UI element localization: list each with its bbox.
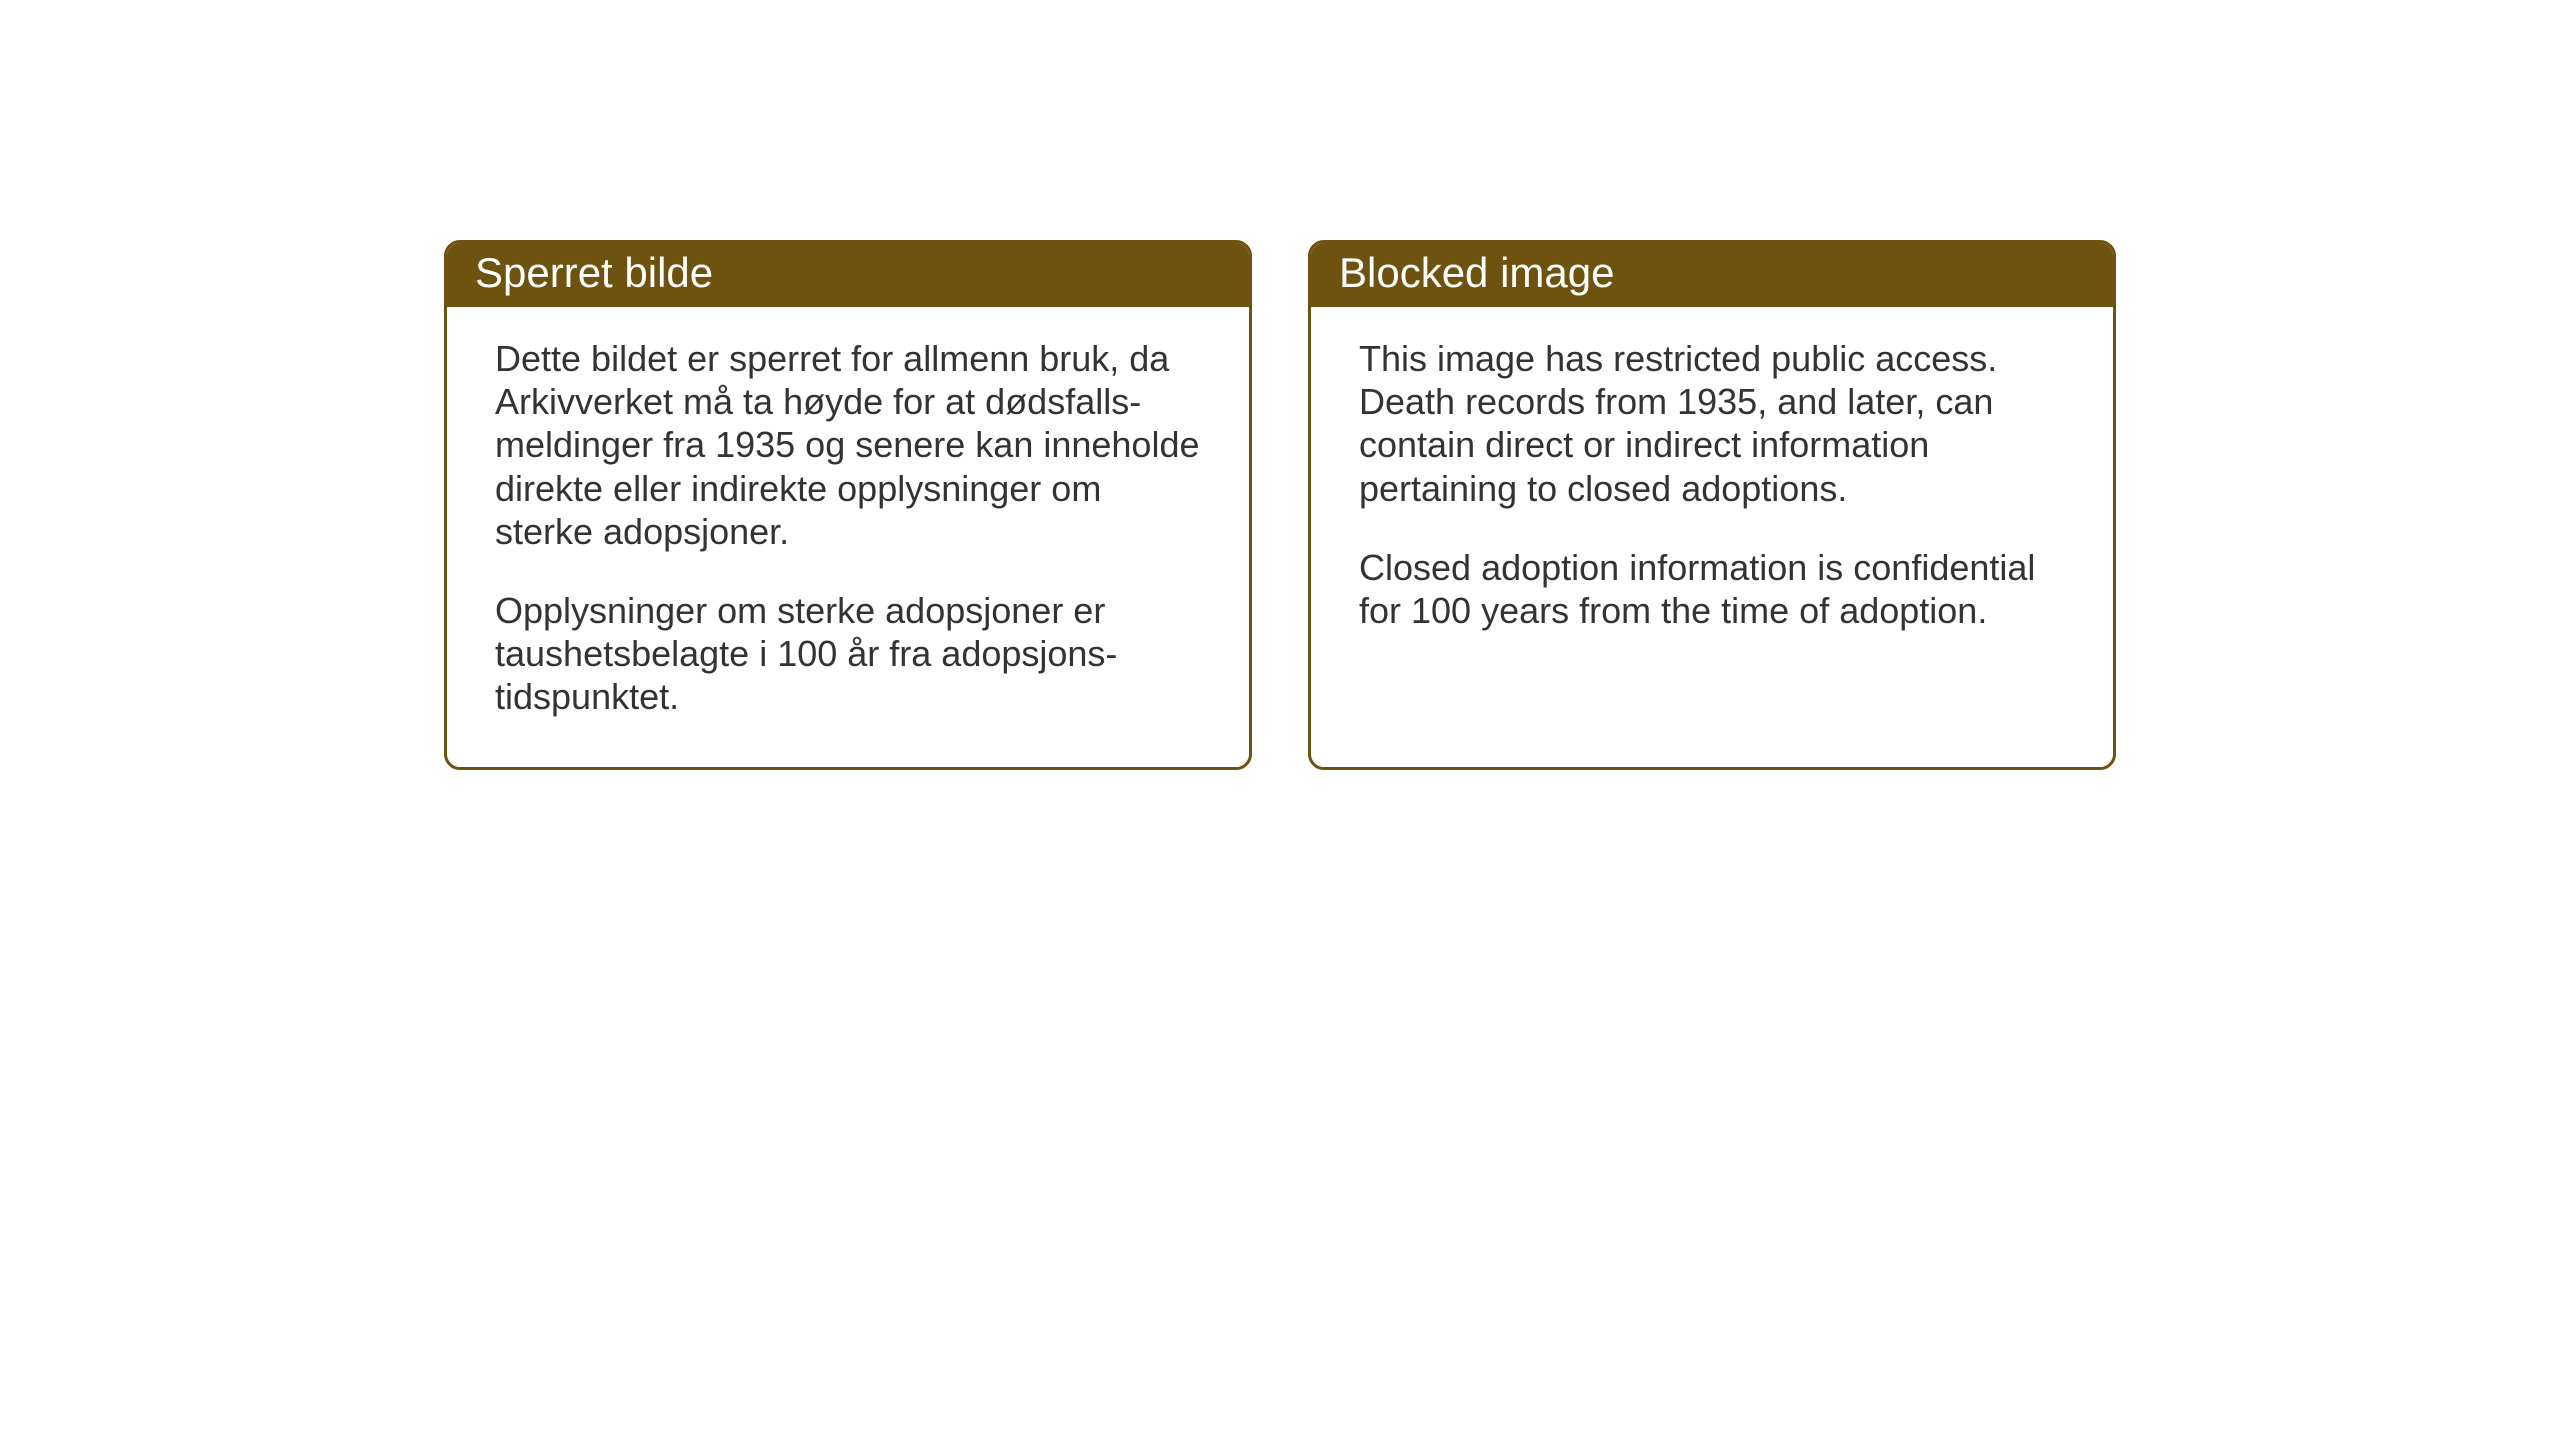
- card-norwegian-paragraph-1: Dette bildet er sperret for allmenn bruk…: [495, 337, 1201, 553]
- cards-container: Sperret bilde Dette bildet er sperret fo…: [444, 240, 2116, 770]
- card-norwegian-body: Dette bildet er sperret for allmenn bruk…: [447, 307, 1249, 767]
- card-english: Blocked image This image has restricted …: [1308, 240, 2116, 770]
- card-english-paragraph-1: This image has restricted public access.…: [1359, 337, 2065, 510]
- card-norwegian-title: Sperret bilde: [475, 249, 713, 296]
- card-english-body: This image has restricted public access.…: [1311, 307, 2113, 680]
- card-norwegian-header: Sperret bilde: [447, 243, 1249, 307]
- card-english-paragraph-2: Closed adoption information is confident…: [1359, 546, 2065, 632]
- card-norwegian: Sperret bilde Dette bildet er sperret fo…: [444, 240, 1252, 770]
- card-norwegian-paragraph-2: Opplysninger om sterke adopsjoner er tau…: [495, 589, 1201, 719]
- card-english-header: Blocked image: [1311, 243, 2113, 307]
- card-english-title: Blocked image: [1339, 249, 1614, 296]
